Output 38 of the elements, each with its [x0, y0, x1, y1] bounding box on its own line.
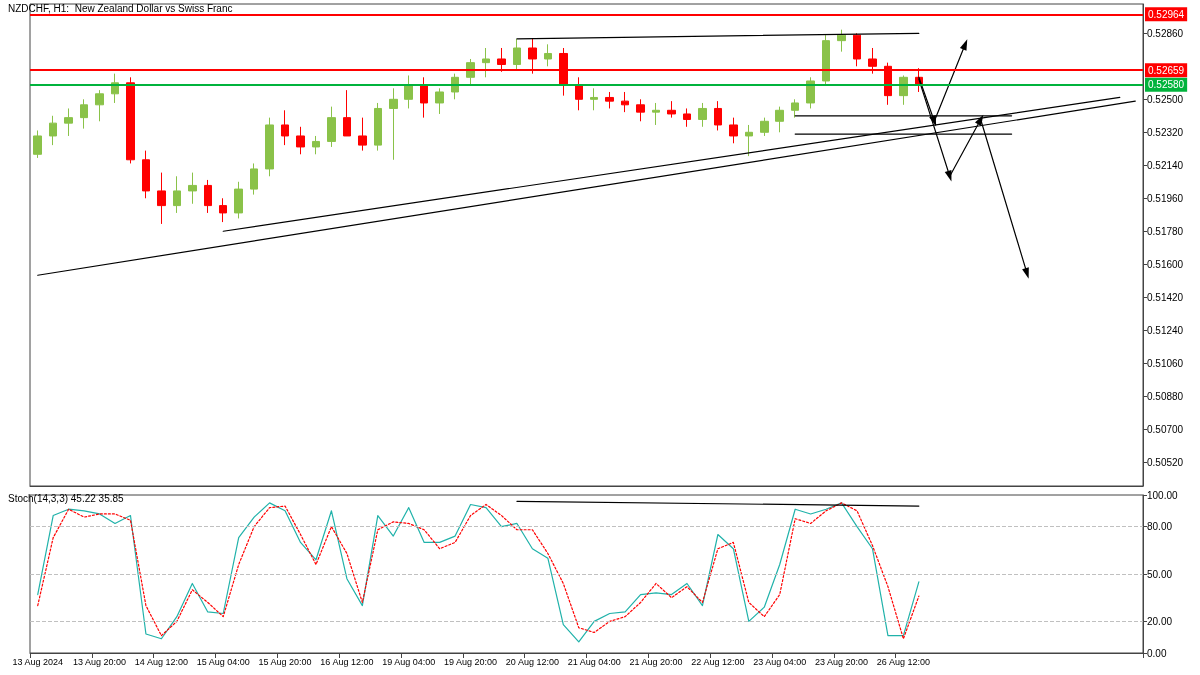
y-tick-label: 80.00 [1147, 521, 1173, 533]
y-tick-label: 0.51780 [1147, 225, 1184, 237]
y-tick-label: 100.00 [1147, 489, 1179, 501]
y-tick-label: 0.51600 [1147, 258, 1184, 270]
y-tick-label: 50.00 [1147, 568, 1173, 580]
y-tick-label: 0.52500 [1147, 93, 1184, 105]
x-tick-label: 23 Aug 20:00 [815, 656, 869, 667]
y-tick-label: 0.50700 [1147, 423, 1184, 435]
y-tick-label: 0.50880 [1147, 390, 1184, 402]
x-tick-label: 20 Aug 12:00 [505, 656, 559, 667]
ref-line-label: 0.52659 [1148, 64, 1185, 76]
y-tick-label: 0.51060 [1147, 357, 1184, 369]
x-tick-label: 19 Aug 20:00 [444, 656, 498, 667]
y-tick-label: 20.00 [1147, 615, 1173, 627]
x-tick-label: 23 Aug 04:00 [753, 656, 807, 667]
y-tick-label: 0.52860 [1147, 27, 1184, 39]
x-tick-label: 21 Aug 04:00 [567, 656, 621, 667]
y-tick-label: 0.51420 [1147, 291, 1184, 303]
x-tick-label: 16 Aug 12:00 [320, 656, 374, 667]
y-tick-label: 0.52140 [1147, 159, 1184, 171]
chart-title: NZDCHF, H1: New Zealand Dollar vs Swiss Franc [8, 2, 233, 14]
x-tick-label: 14 Aug 12:00 [134, 656, 188, 667]
x-tick-label: 22 Aug 12:00 [691, 656, 745, 667]
x-tick-label: 13 Aug 2024 [12, 656, 64, 667]
chart-title: Stoch(14,3,3) 45.22 35.85 [8, 492, 125, 504]
x-tick-label: 13 Aug 20:00 [73, 656, 127, 667]
y-tick-label: 0.52320 [1147, 126, 1184, 138]
y-tick-label: 0.51240 [1147, 324, 1184, 336]
y-tick-label: 0.00 [1147, 647, 1167, 659]
x-tick-label: 15 Aug 20:00 [258, 656, 312, 667]
y-tick-label: 0.50520 [1147, 456, 1184, 468]
y-tick-label: 0.51960 [1147, 192, 1184, 204]
x-tick-label: 19 Aug 04:00 [382, 656, 436, 667]
x-tick-label: 15 Aug 04:00 [196, 656, 250, 667]
x-tick-label: 26 Aug 12:00 [876, 656, 930, 667]
ref-line-label: 0.52580 [1148, 79, 1185, 91]
ref-line-label: 0.52964 [1148, 8, 1185, 20]
x-tick-label: 21 Aug 20:00 [629, 656, 683, 667]
